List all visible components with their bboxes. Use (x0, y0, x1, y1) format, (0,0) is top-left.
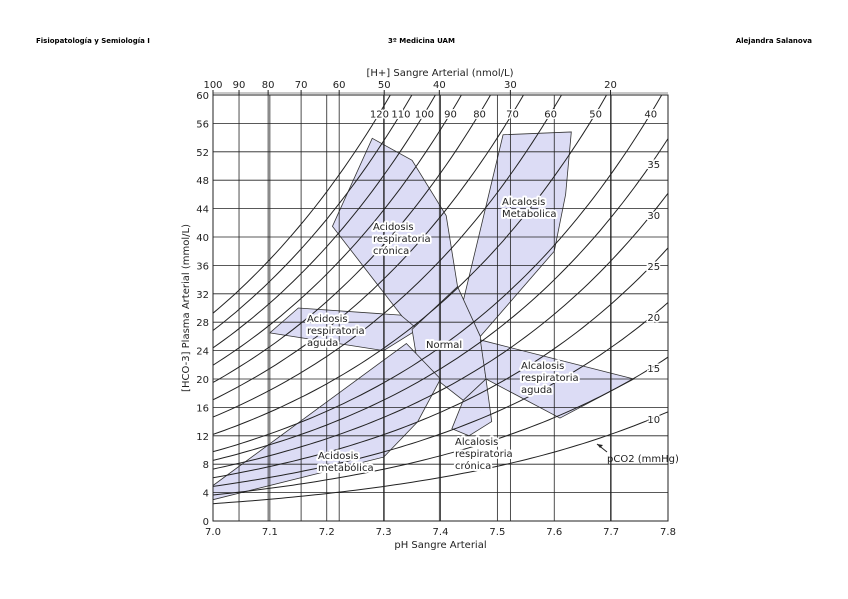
y-tick-label: 0 (203, 517, 209, 528)
x-tick-label: 7.7 (603, 527, 619, 538)
isopleths (213, 95, 668, 505)
isopleth-label: 100 (415, 109, 434, 120)
y-tick-label: 40 (196, 233, 209, 244)
region-label: Metabolica (502, 209, 556, 220)
isopleth (213, 95, 492, 383)
region-label: Normal (426, 340, 462, 351)
isopleth (213, 95, 563, 418)
x2-tick-label: 100 (203, 80, 222, 91)
x2-tick-label: 90 (233, 80, 246, 91)
x-tick-label: 7.5 (489, 527, 505, 538)
region-label: Acidosis (307, 314, 348, 325)
isopleth (213, 247, 668, 479)
y-tick-label: 12 (196, 432, 209, 443)
isopleth (213, 138, 668, 461)
plot-frame (212, 94, 669, 522)
isopleth-label: 10 (647, 415, 660, 426)
header-left: Fisiopatología y Semiología I (36, 37, 150, 45)
y-tick-label: 8 (203, 460, 209, 471)
region-label: Alcalosis (455, 437, 498, 448)
isopleth (213, 95, 663, 453)
x2-tick-label: 40 (433, 80, 446, 91)
isopleth-label: 80 (473, 109, 486, 120)
isopleth (213, 95, 436, 349)
arrow-head (597, 444, 603, 448)
isopleth-label: 70 (506, 109, 519, 120)
region-label: Acidosis (373, 222, 414, 233)
isopleth-label: 15 (647, 364, 660, 375)
header-center: 3º Medicina UAM (388, 37, 455, 45)
y-tick-label: 4 (203, 489, 209, 500)
y-tick-label: 36 (196, 261, 209, 272)
x-tick-label: 7.6 (546, 527, 562, 538)
y-tick-label: 48 (196, 176, 209, 187)
isopleth-label: 120 (370, 109, 389, 120)
region-label: Alcalosis (521, 361, 564, 372)
isopleth (213, 95, 391, 314)
isopleth-label: 40 (644, 109, 657, 120)
y-tick-label: 24 (196, 347, 209, 358)
y-tick-label: 28 (196, 318, 209, 329)
x-tick-label: 7.1 (262, 527, 278, 538)
isopleth-label: 30 (647, 211, 660, 222)
region-label: crónica (455, 460, 491, 472)
region-label: aguda (521, 385, 552, 396)
x2-tick-label: 20 (604, 80, 617, 91)
y-tick-label: 56 (196, 119, 209, 130)
x2-tick-label: 70 (295, 80, 308, 91)
regions (212, 131, 635, 501)
y-tick-label: 16 (196, 403, 209, 414)
isopleth (213, 302, 668, 487)
x2-tick-label: 60 (333, 80, 346, 91)
isopleth-label: 35 (647, 160, 660, 171)
region-label: Alcalosis (502, 197, 545, 208)
region-label: crónica (373, 245, 409, 257)
y-tick-label: 60 (196, 91, 209, 102)
isopleth-label: 90 (444, 109, 457, 120)
header-right: Alejandra Salanova (735, 37, 812, 45)
region-label: Acidosis (318, 451, 359, 462)
isopleth-label: 60 (544, 109, 557, 120)
y-tick-label: 20 (196, 375, 209, 386)
x-axis-label: pH Sangre Arterial (394, 540, 486, 551)
isopleth (213, 95, 525, 401)
isopleth-label: 20 (647, 313, 660, 324)
x2-tick-label: 30 (504, 80, 517, 91)
x2-tick-label: 80 (262, 80, 275, 91)
x2-tick-label: 50 (378, 80, 391, 91)
isopleth (213, 411, 668, 505)
isopleth (213, 95, 413, 331)
region-label: respiratoria (521, 373, 579, 384)
region-label: metabólica (318, 462, 374, 474)
y-axis-label: [HCO-3] Plasma Arterial (mmol/L) (181, 224, 192, 392)
isopleth (213, 356, 668, 496)
x-tick-label: 7.3 (376, 527, 392, 538)
region-label: aguda (307, 338, 338, 349)
isopleth (213, 95, 462, 366)
region (462, 131, 572, 338)
isopleth (213, 95, 608, 435)
y-tick-label: 44 (196, 205, 209, 216)
isopleth-label: 25 (647, 262, 660, 273)
x-tick-label: 7.0 (205, 527, 221, 538)
isopleth (213, 192, 668, 470)
isopleth-label: 110 (391, 109, 410, 120)
region-label: respiratoria (455, 449, 513, 460)
y-tick-label: 52 (196, 148, 209, 159)
isopleth-label: 50 (589, 109, 602, 120)
x-tick-label: 7.2 (319, 527, 335, 538)
x2-axis-label: [H+] Sangre Arterial (nmol/L) (367, 68, 514, 79)
x-tick-label: 7.8 (660, 527, 676, 538)
x-tick-label: 7.4 (433, 527, 449, 538)
y-tick-label: 32 (196, 290, 209, 301)
isopleth-title: pCO2 (mmHg) (607, 454, 679, 465)
region-label: respiratoria (307, 326, 365, 337)
region-label: respiratoria (373, 234, 431, 245)
